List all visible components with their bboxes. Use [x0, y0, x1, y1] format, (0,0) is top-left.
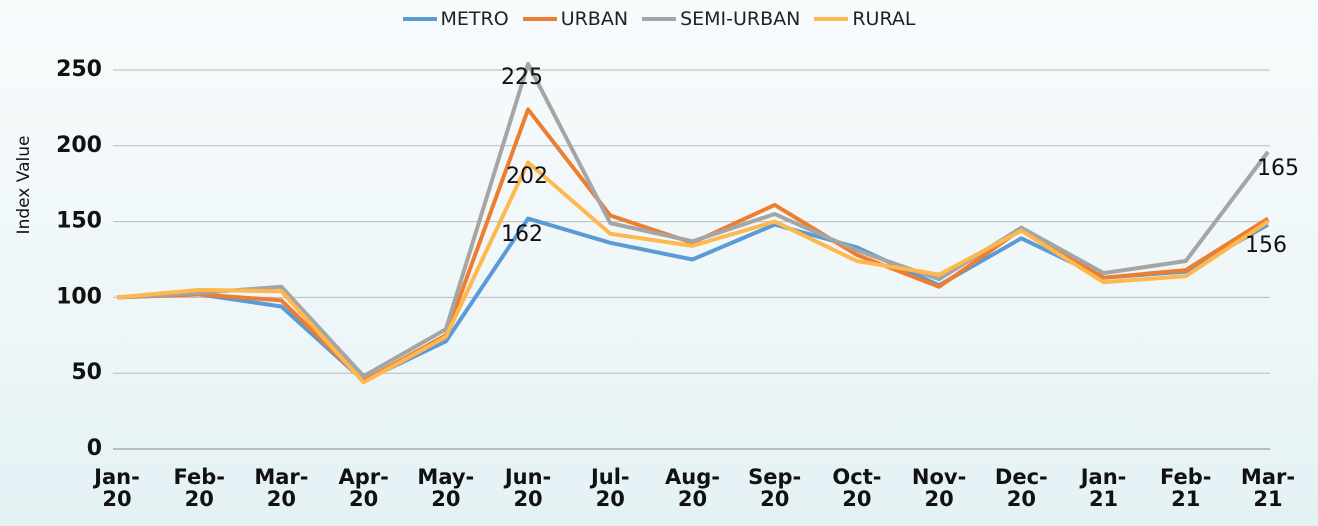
legend-item: URBAN: [522, 8, 629, 30]
series-line: [116, 61, 1270, 379]
legend-item: RURAL: [814, 8, 915, 30]
x-tick-label: Sep-20: [748, 465, 802, 511]
legend-label: URBAN: [560, 8, 629, 30]
annotation: 225: [501, 65, 543, 90]
legend-item: SEMI-URBAN: [642, 8, 800, 30]
x-tick-label: Jan-20: [94, 465, 140, 511]
annotation: 165: [1257, 156, 1299, 181]
y-axis-title: Index Value: [14, 136, 34, 235]
legend-swatch: [814, 17, 849, 21]
annotation: 156: [1245, 233, 1287, 258]
y-tick-label: 200: [56, 133, 102, 158]
x-tick-label: Apr-20: [338, 465, 389, 511]
x-tick-label: Jul-20: [590, 465, 630, 511]
y-tick-label: 150: [56, 209, 102, 234]
x-tick-label: Nov-20: [911, 465, 967, 511]
legend-label: RURAL: [852, 8, 916, 30]
y-tick-label: 50: [71, 360, 102, 385]
x-tick-label: Aug-20: [665, 465, 720, 511]
x-tick-label: Jan-21: [1080, 465, 1127, 511]
x-tick-label: Mar-21: [1240, 465, 1296, 511]
legend: METRO URBAN SEMI-URBAN RURAL: [0, 8, 1318, 30]
y-tick-label: 100: [56, 284, 102, 309]
x-tick-label: Oct-20: [832, 465, 882, 511]
legend-swatch: [522, 17, 557, 21]
legend-swatch: [402, 17, 437, 21]
annotation: 162: [501, 222, 543, 247]
x-tick-label: Mar-20: [254, 465, 309, 511]
legend-label: SEMI-URBAN: [680, 8, 801, 30]
x-tick-label: Jun-20: [504, 465, 552, 511]
x-tick-label: Feb-21: [1160, 465, 1212, 511]
legend-swatch: [642, 17, 677, 21]
x-tick-label: Feb-20: [173, 465, 225, 511]
legend-item: METRO: [402, 8, 509, 30]
annotation: 202: [506, 164, 548, 189]
y-tick-label: 0: [87, 436, 102, 461]
x-tick-label: Dec-20: [994, 465, 1048, 511]
x-tick-label: May-20: [417, 465, 475, 511]
legend-label: METRO: [440, 8, 509, 30]
y-tick-label: 250: [56, 57, 102, 82]
series-line: [116, 160, 1270, 385]
